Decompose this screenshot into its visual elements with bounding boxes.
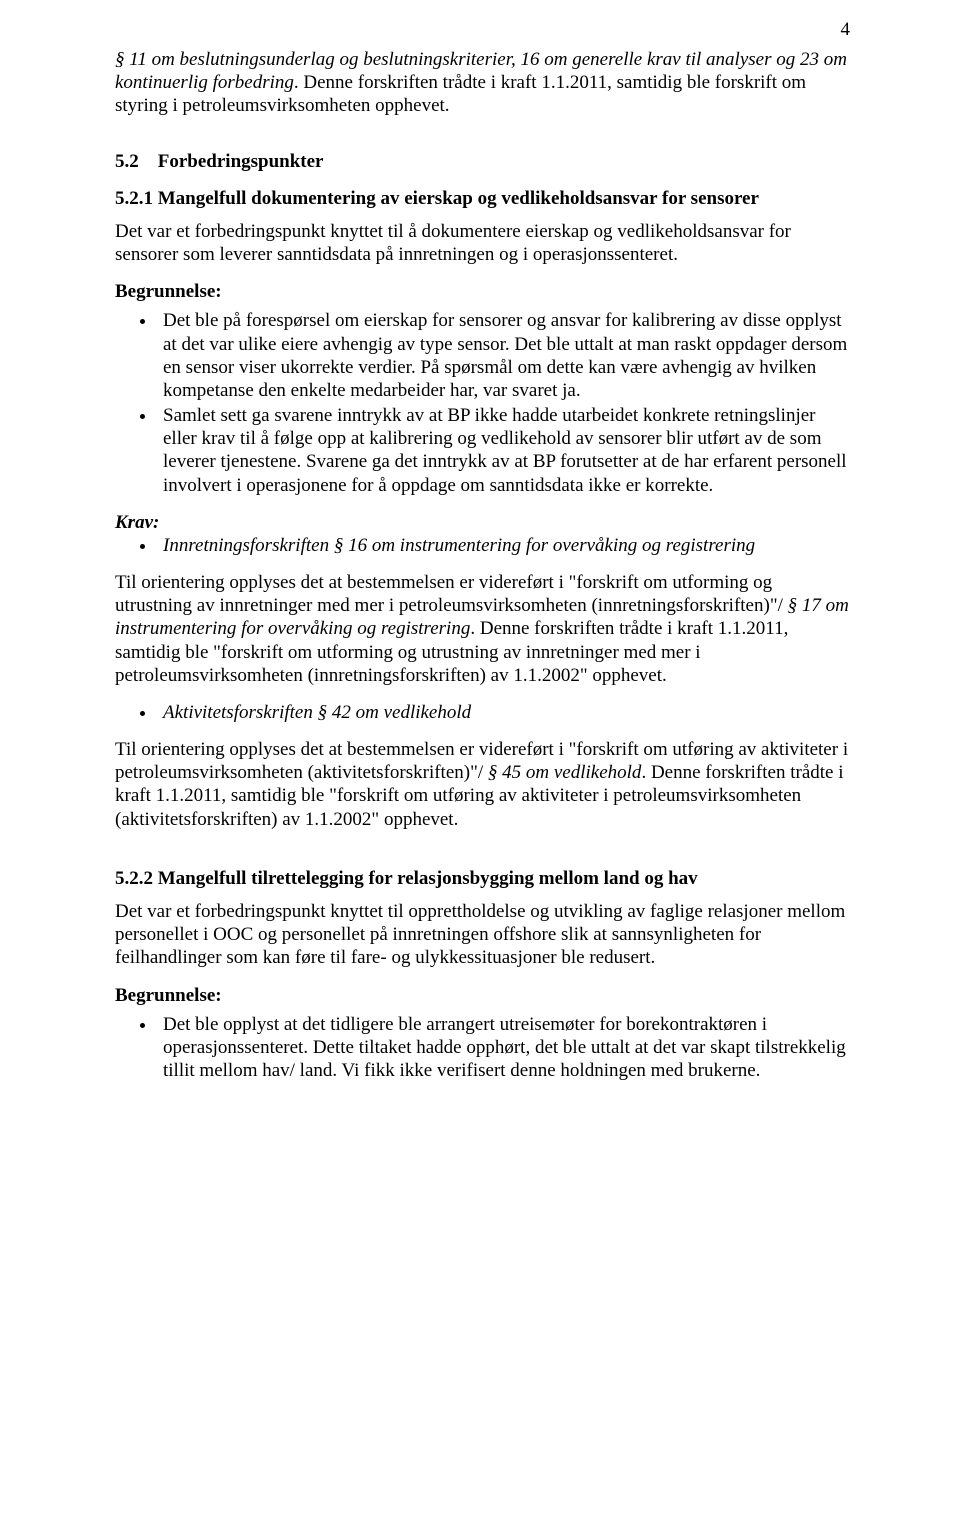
krav-label-1: Krav: xyxy=(115,511,850,534)
section-5-2-1-heading: 5.2.1 Mangelfull dokumentering av eiersk… xyxy=(115,187,850,210)
list-item: Innretningsforskriften § 16 om instrumen… xyxy=(157,534,850,557)
krav-list-2: Aktivitetsforskriften § 42 om vedlikehol… xyxy=(115,701,850,724)
section-5-2-2-heading: 5.2.2 Mangelfull tilrettelegging for rel… xyxy=(115,867,850,890)
orient1a: Til orientering opplyses det at bestemme… xyxy=(115,572,783,616)
orientering-1: Til orientering opplyses det at bestemme… xyxy=(115,571,850,687)
list-item: Samlet sett ga svarene inntrykk av at BP… xyxy=(157,404,850,497)
begrunnelse-label-1: Begrunnelse: xyxy=(115,280,850,303)
section-5-2-2-lead: Det var et forbedringspunkt knyttet til … xyxy=(115,900,850,970)
begrunnelse-list-2: Det ble opplyst at det tidligere ble arr… xyxy=(115,1013,850,1083)
orientering-2: Til orientering opplyses det at bestemme… xyxy=(115,738,850,831)
krav-list-1: Innretningsforskriften § 16 om instrumen… xyxy=(115,534,850,557)
section-5-2-heading: 5.2 Forbedringspunkter xyxy=(115,150,850,173)
document-page: 4 § 11 om beslutningsunderlag og beslutn… xyxy=(0,0,960,1529)
list-item: Aktivitetsforskriften § 42 om vedlikehol… xyxy=(157,701,850,724)
section-5-2-1-lead: Det var et forbedringspunkt knyttet til … xyxy=(115,220,850,266)
list-item: Det ble på forespørsel om eierskap for s… xyxy=(157,309,850,402)
begrunnelse-label-2: Begrunnelse: xyxy=(115,984,850,1007)
begrunnelse-list-1: Det ble på forespørsel om eierskap for s… xyxy=(115,309,850,496)
page-number: 4 xyxy=(841,18,851,41)
orient2b: § 45 om vedlikehold xyxy=(488,762,642,783)
list-item: Det ble opplyst at det tidligere ble arr… xyxy=(157,1013,850,1083)
intro-paragraph: § 11 om beslutningsunderlag og beslutnin… xyxy=(115,48,850,118)
